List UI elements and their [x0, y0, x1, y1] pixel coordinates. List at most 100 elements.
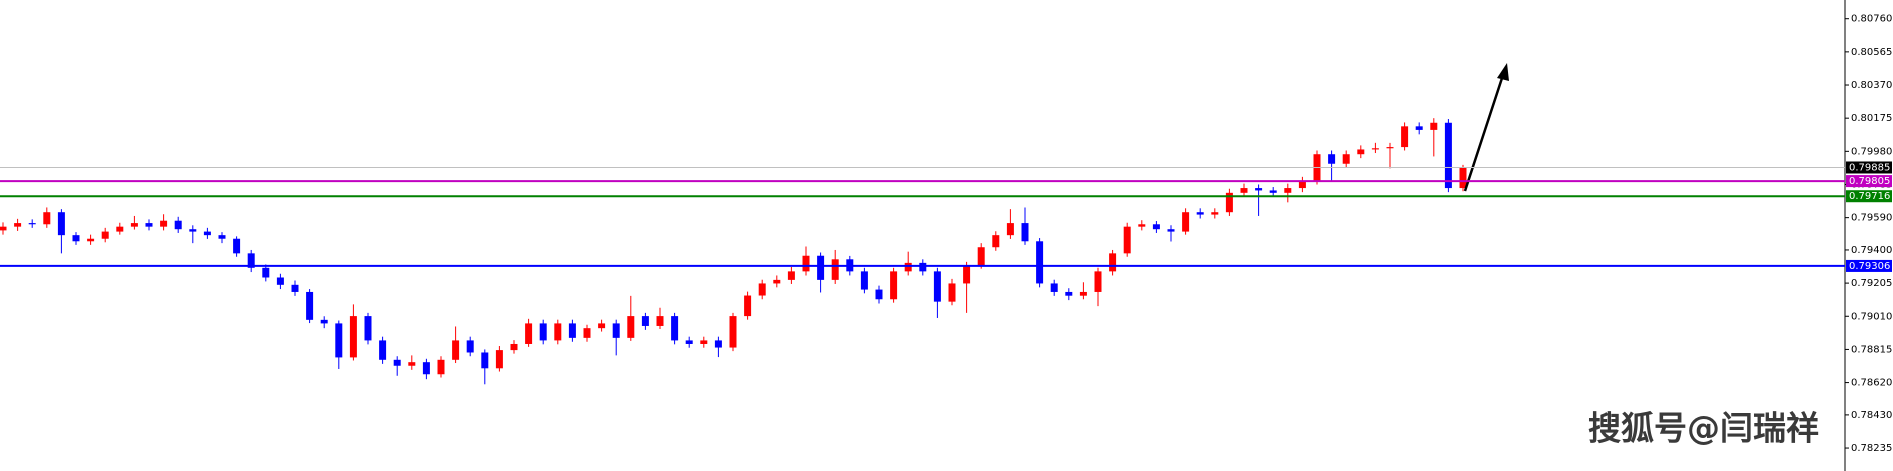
candle-body — [729, 316, 737, 348]
candle-body — [948, 283, 956, 302]
candle-body — [218, 235, 226, 239]
candle-body — [1255, 188, 1263, 191]
candle-body — [890, 271, 898, 300]
candle-body — [1401, 126, 1409, 148]
level-label: 0.79885 — [1849, 162, 1890, 173]
candle-body — [1298, 180, 1306, 189]
watermark: 搜狐号@闫瑞祥 — [1588, 409, 1819, 448]
candle-body — [1152, 224, 1160, 230]
candle-body — [802, 255, 810, 272]
candle-body — [422, 362, 430, 375]
candle-body — [276, 277, 284, 285]
candle-body — [130, 223, 138, 227]
candle-body — [1225, 192, 1233, 213]
candle-body — [1036, 241, 1044, 284]
y-tick-label: 0.78620 — [1851, 378, 1892, 389]
candle-body — [1386, 147, 1394, 149]
candle-body — [116, 226, 124, 232]
candle-body — [671, 316, 679, 341]
candle-body — [174, 220, 182, 230]
candle-body — [1211, 212, 1219, 215]
y-tick-label: 0.78815 — [1851, 344, 1892, 355]
arrow — [1463, 63, 1509, 192]
candle-body — [787, 271, 795, 280]
candle-body — [145, 223, 153, 227]
candle-body — [583, 328, 591, 338]
candle-body — [495, 350, 503, 369]
y-tick-label: 0.79980 — [1851, 146, 1892, 157]
candle-body — [233, 238, 241, 254]
candle-body — [1050, 283, 1058, 292]
candle-body — [306, 291, 314, 320]
candle-body — [1444, 122, 1452, 189]
candle-body — [904, 262, 912, 272]
candle-body — [773, 279, 781, 284]
candle-body — [554, 323, 562, 341]
candle-body — [452, 340, 460, 360]
candle-body — [393, 359, 401, 366]
candle-body — [57, 212, 65, 236]
y-tick-label: 0.79590 — [1851, 213, 1892, 224]
candle-body — [1138, 224, 1146, 227]
level-label-bg — [1846, 259, 1892, 272]
y-tick-label: 0.78235 — [1851, 443, 1892, 454]
candle-body — [977, 247, 985, 266]
level-label: 0.79716 — [1849, 191, 1890, 202]
candle-body — [1021, 223, 1029, 242]
y-tick-label: 0.80370 — [1851, 80, 1892, 91]
candle-body — [247, 253, 255, 268]
candle-body — [758, 283, 766, 296]
y-tick-label: 0.80760 — [1851, 14, 1892, 25]
candle-body — [714, 340, 722, 348]
y-tick-label: 0.79010 — [1851, 311, 1892, 322]
candle-body — [627, 316, 635, 338]
candle-body — [1167, 229, 1175, 232]
candle-body — [1357, 149, 1365, 155]
candle-body — [1182, 212, 1190, 232]
candle-body — [1371, 148, 1379, 150]
candle-body — [87, 238, 95, 242]
candle-body — [919, 262, 927, 272]
candle-body — [28, 223, 36, 225]
candle-body — [933, 271, 941, 302]
candle-body — [43, 212, 51, 225]
candle-body — [1342, 154, 1350, 164]
candle-body — [1269, 190, 1277, 193]
candle-body — [1079, 291, 1087, 296]
candle-body — [379, 340, 387, 360]
candle-body — [481, 352, 489, 369]
candle-body — [744, 295, 752, 317]
level-label-bg — [1846, 190, 1892, 203]
candle-body — [685, 340, 693, 344]
candle-body — [1123, 226, 1131, 254]
candle-body — [598, 323, 606, 329]
candle-body — [510, 343, 518, 351]
candle-body — [0, 226, 7, 231]
y-tick-label: 0.80565 — [1851, 47, 1892, 58]
level-label-bg — [1846, 175, 1892, 188]
candle-body — [992, 235, 1000, 248]
candle-body — [1094, 271, 1102, 292]
plot — [0, 118, 1467, 385]
candle-body — [1430, 122, 1438, 130]
candle-body — [437, 359, 445, 375]
candle-body — [1065, 291, 1073, 296]
candle-body — [160, 220, 168, 227]
candle-body — [525, 323, 533, 344]
candle-body — [291, 284, 299, 292]
candle-body — [14, 223, 22, 227]
candle-body — [860, 271, 868, 290]
candle-body — [408, 362, 416, 366]
candle-body — [1284, 188, 1292, 193]
candle-body — [831, 259, 839, 280]
level-label-bg — [1846, 161, 1892, 174]
candle-body — [817, 255, 825, 280]
candle-body — [101, 231, 109, 239]
y-tick-label: 0.80175 — [1851, 113, 1892, 124]
candle-body — [1459, 167, 1467, 189]
candle-body — [539, 323, 547, 341]
candle-body — [320, 319, 328, 324]
candle-body — [700, 340, 708, 344]
y-tick-label: 0.79400 — [1851, 245, 1892, 256]
